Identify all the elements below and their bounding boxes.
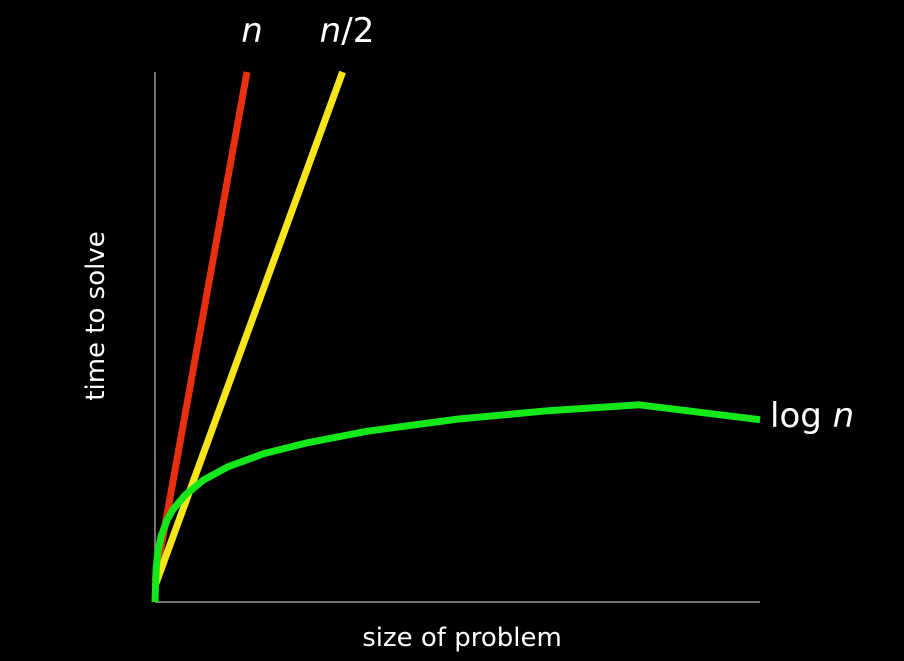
- y-axis-label: time to solve: [81, 231, 111, 400]
- series-label-n-2: n/2: [320, 11, 375, 51]
- series-label-log-n: log n: [770, 396, 854, 436]
- series-line-n: [151, 71, 251, 582]
- series-label-n: n: [241, 11, 263, 51]
- x-axis-label: size of problem: [362, 623, 562, 653]
- axes: [154, 72, 760, 603]
- label-layer: n n/2 log n: [241, 11, 854, 436]
- series-line-log-n: [151, 401, 761, 603]
- series-layer: [151, 70, 761, 603]
- series-line-n-2: [151, 70, 346, 588]
